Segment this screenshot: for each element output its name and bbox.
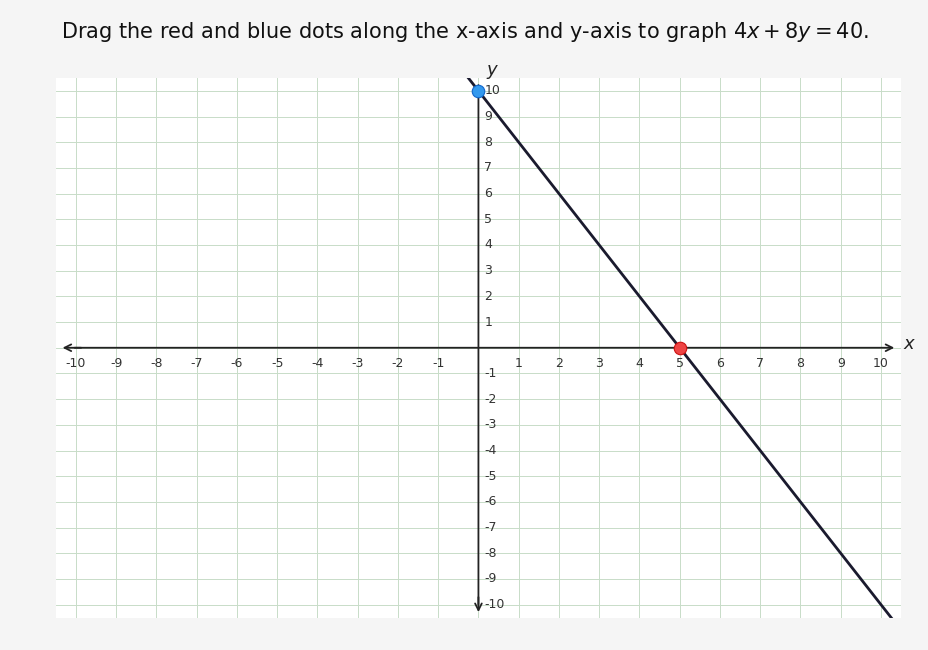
Text: 10: 10 xyxy=(484,84,500,98)
Text: -3: -3 xyxy=(484,419,496,432)
Text: 9: 9 xyxy=(484,110,492,123)
Text: -1: -1 xyxy=(432,357,444,370)
Text: -6: -6 xyxy=(230,357,243,370)
Text: 1: 1 xyxy=(514,357,522,370)
Text: -9: -9 xyxy=(110,357,122,370)
Text: 2: 2 xyxy=(554,357,562,370)
Text: -7: -7 xyxy=(190,357,202,370)
Text: y: y xyxy=(486,61,496,79)
Text: -9: -9 xyxy=(484,573,496,586)
Text: -3: -3 xyxy=(351,357,364,370)
Text: -2: -2 xyxy=(392,357,404,370)
Text: -5: -5 xyxy=(271,357,283,370)
Text: 8: 8 xyxy=(484,136,492,149)
Text: -7: -7 xyxy=(484,521,496,534)
Text: 2: 2 xyxy=(484,290,492,303)
Text: 8: 8 xyxy=(795,357,804,370)
Text: 6: 6 xyxy=(715,357,723,370)
Text: 10: 10 xyxy=(872,357,888,370)
Text: -2: -2 xyxy=(484,393,496,406)
Text: -6: -6 xyxy=(484,495,496,508)
Text: 3: 3 xyxy=(484,264,492,277)
Text: 6: 6 xyxy=(484,187,492,200)
Text: -8: -8 xyxy=(150,357,162,370)
Text: -10: -10 xyxy=(484,598,504,611)
Text: 4: 4 xyxy=(484,239,492,252)
Text: -4: -4 xyxy=(311,357,323,370)
Text: Drag the red and blue dots along the x-axis and y-axis to graph $4x + 8y = 40$.: Drag the red and blue dots along the x-a… xyxy=(60,20,868,44)
Text: 5: 5 xyxy=(484,213,492,226)
Text: x: x xyxy=(902,335,913,353)
Text: 7: 7 xyxy=(755,357,764,370)
Text: -10: -10 xyxy=(66,357,86,370)
Text: 9: 9 xyxy=(836,357,844,370)
Text: -5: -5 xyxy=(484,470,496,483)
Text: -8: -8 xyxy=(484,547,496,560)
Text: 1: 1 xyxy=(484,315,492,328)
Text: 3: 3 xyxy=(595,357,602,370)
Text: 5: 5 xyxy=(675,357,683,370)
Text: 7: 7 xyxy=(484,161,492,174)
Text: -1: -1 xyxy=(484,367,496,380)
Text: -4: -4 xyxy=(484,444,496,457)
Text: 4: 4 xyxy=(635,357,643,370)
